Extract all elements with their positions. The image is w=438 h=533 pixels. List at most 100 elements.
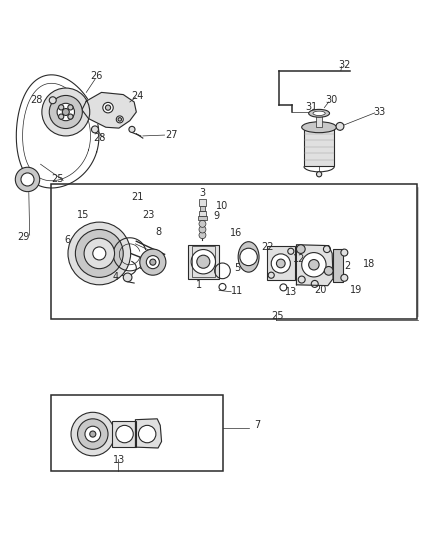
Text: 7: 7 [254,421,261,430]
Circle shape [59,114,64,119]
Bar [113,421,136,447]
Circle shape [21,173,34,186]
Circle shape [297,245,305,254]
Text: 16: 16 [230,228,243,238]
Circle shape [93,247,106,260]
Text: 31: 31 [305,102,318,112]
Circle shape [302,253,326,277]
Circle shape [116,116,123,123]
Text: 19: 19 [350,285,363,295]
Text: 24: 24 [131,91,143,101]
Polygon shape [297,245,333,286]
Text: 32: 32 [338,60,350,70]
Bar [199,199,206,206]
Circle shape [336,123,344,130]
Bar [198,216,207,220]
Circle shape [75,230,123,277]
Circle shape [103,102,113,113]
Circle shape [106,105,111,110]
Text: 12: 12 [293,254,306,264]
Text: 20: 20 [314,285,327,295]
Circle shape [199,220,206,228]
Ellipse shape [302,122,336,133]
Bar [51,184,417,319]
Bar [333,249,343,282]
Circle shape [71,413,115,456]
Text: 6: 6 [64,236,71,245]
Bar [187,245,219,279]
Ellipse shape [238,241,259,272]
Text: 21: 21 [131,192,143,202]
Circle shape [309,260,319,270]
Text: 30: 30 [325,95,337,105]
Text: 17: 17 [105,254,117,264]
Circle shape [49,97,56,104]
Ellipse shape [309,109,329,117]
Circle shape [85,426,101,442]
Circle shape [59,105,64,110]
Text: 10: 10 [216,201,229,212]
Bar [192,246,215,277]
Circle shape [146,256,159,269]
Circle shape [62,109,69,116]
Circle shape [324,266,333,275]
Circle shape [78,419,108,449]
Text: 33: 33 [373,108,385,117]
Circle shape [150,259,156,265]
Text: 2: 2 [345,261,351,271]
Circle shape [68,105,73,110]
Polygon shape [82,92,136,128]
Circle shape [240,248,257,265]
Circle shape [271,254,290,273]
Text: 22: 22 [261,243,274,252]
Circle shape [138,425,156,443]
Circle shape [90,431,96,437]
Circle shape [191,249,215,274]
Circle shape [199,226,206,233]
Text: 27: 27 [165,130,177,140]
Ellipse shape [313,111,325,116]
Circle shape [197,255,210,268]
Text: 18: 18 [363,260,375,269]
Circle shape [123,273,132,282]
Bar [199,211,205,216]
Text: 1: 1 [196,280,202,290]
Text: 26: 26 [90,71,102,81]
Circle shape [49,95,82,128]
Bar [267,246,295,280]
Circle shape [116,425,133,443]
Text: 9: 9 [214,212,220,221]
Text: 4: 4 [113,272,119,282]
Text: 23: 23 [142,210,155,220]
Text: 28: 28 [30,95,42,105]
Circle shape [42,88,90,136]
Circle shape [92,126,99,133]
Text: 13: 13 [285,287,297,297]
Bar [317,114,322,127]
Bar [51,395,223,471]
Text: 15: 15 [77,210,89,220]
Bar [304,127,334,166]
Circle shape [84,238,115,269]
Text: 28: 28 [93,133,106,143]
Text: 14: 14 [139,261,151,271]
Circle shape [15,167,40,192]
Text: 3: 3 [199,188,205,198]
Circle shape [57,103,74,120]
Polygon shape [135,419,162,448]
Bar [200,206,205,211]
Circle shape [68,222,131,285]
Text: 25: 25 [51,174,64,184]
Text: 11: 11 [231,286,243,296]
Text: 13: 13 [113,455,125,465]
Text: 8: 8 [155,227,161,237]
Circle shape [317,172,322,177]
Circle shape [118,118,121,121]
Circle shape [140,249,166,275]
Circle shape [199,232,206,239]
Text: 29: 29 [17,232,29,242]
Circle shape [276,259,285,268]
Circle shape [129,126,135,133]
Circle shape [341,249,348,256]
Text: 5: 5 [234,263,240,273]
